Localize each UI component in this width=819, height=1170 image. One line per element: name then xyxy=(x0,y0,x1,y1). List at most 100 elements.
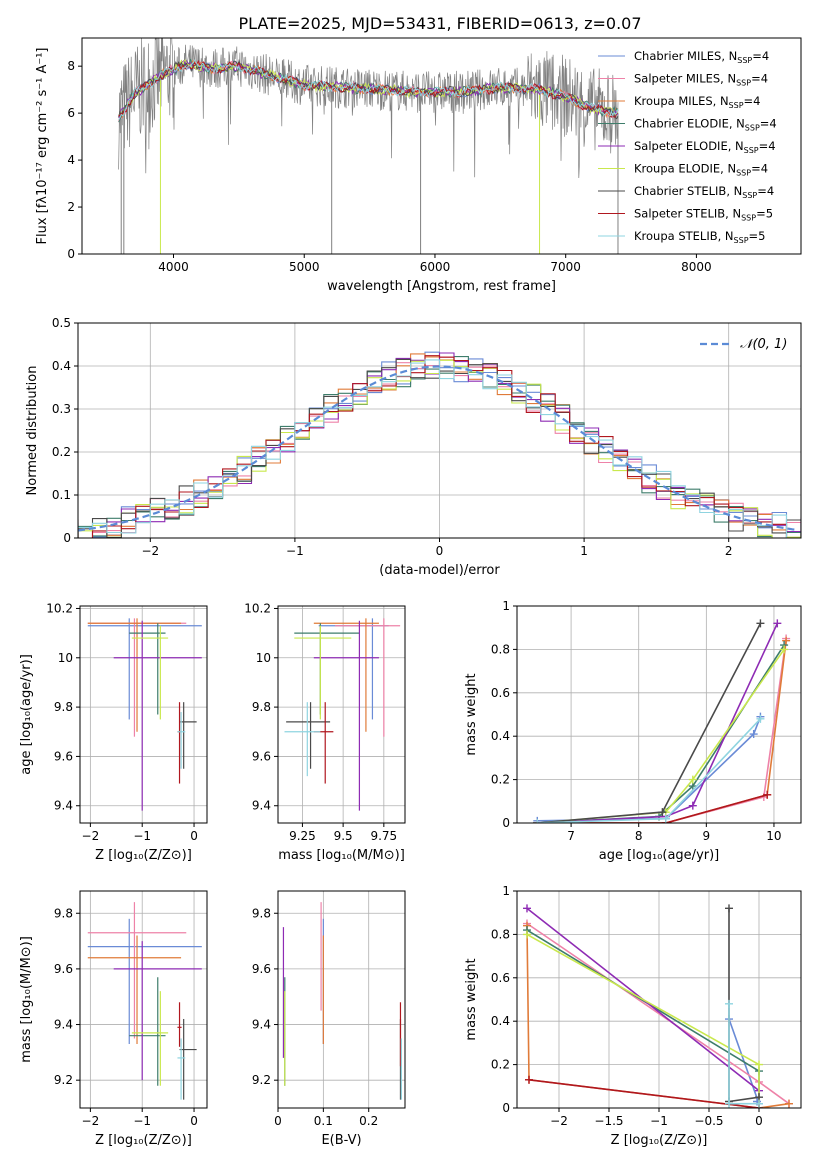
x-tick-label: 10 xyxy=(766,829,781,843)
y-axis-label: mass weight xyxy=(464,673,479,755)
legend-subscript: SSP xyxy=(737,56,752,65)
plot-area-mass_vs_Z xyxy=(87,902,202,1100)
legend-value: =5 xyxy=(749,229,766,243)
series-line xyxy=(537,794,768,823)
data-point-salpeter-stelib xyxy=(313,702,334,784)
legend-value: =4 xyxy=(751,162,768,176)
series-marker xyxy=(533,819,542,823)
series-kroupa-stelib xyxy=(533,714,765,823)
series-marker xyxy=(523,930,531,939)
x-tick-label: 7 xyxy=(567,829,575,843)
y-tick-label: 0 xyxy=(502,816,510,830)
series-line xyxy=(537,644,785,823)
legend-value: =4 xyxy=(757,184,774,198)
y-tick-label: 1 xyxy=(502,599,510,613)
x-tick-label: 1 xyxy=(580,544,588,558)
y-tick-label: 6 xyxy=(67,106,75,120)
y-tick-label: 0.8 xyxy=(491,642,510,656)
legend-value: =4 xyxy=(760,117,777,131)
axes-spectrum: 4000 5000 6000 7000 8000 0 2 4 6 8 wavelength [Ang… xyxy=(35,37,802,294)
legend-entry: Salpeter ELODIE, NSSP=4 xyxy=(634,139,776,155)
y-tick-label: 0.6 xyxy=(491,686,510,700)
y-tick-label: 0.8 xyxy=(491,927,510,941)
y-tick-label: 0.4 xyxy=(491,729,510,743)
y-axis-label: Normed distribution xyxy=(25,366,40,496)
x-axis-label: Z [log₁₀(Z/Z⊙)] xyxy=(611,1133,708,1148)
y-axis-label: age [log₁₀(age/yr)] xyxy=(19,654,34,775)
x-tick-label: 0 xyxy=(190,829,198,843)
x-tick-label: −1.5 xyxy=(594,1114,623,1128)
axes-frame xyxy=(79,890,208,1109)
data-point-chabrier-elodie xyxy=(129,977,166,1086)
series-marker xyxy=(688,801,697,810)
y-tick-label: 0.2 xyxy=(52,445,71,459)
y-tick-label: 0.5 xyxy=(52,316,71,330)
spectrum-legend: Chabrier MILES, NSSP=4 Salpeter MILES, NS… xyxy=(598,49,777,245)
model-spectrum-kroupa-stelib xyxy=(118,59,619,120)
y-tick-label: 9.4 xyxy=(54,1018,73,1032)
data-point-chabrier-miles xyxy=(87,618,202,720)
x-tick-label: −1 xyxy=(133,829,151,843)
data-point-kroupa-stelib xyxy=(284,702,321,777)
series-line xyxy=(528,1079,760,1108)
y-axis-label: Flux [fλ10⁻¹⁷ erg cm⁻² s⁻¹ A⁻¹] xyxy=(35,48,50,245)
x-tick-label: −2 xyxy=(82,829,100,843)
series-marker xyxy=(755,1060,763,1069)
axes-frame xyxy=(79,605,208,824)
data-point-chabrier-miles xyxy=(87,918,202,1045)
legend-subscript: SSP xyxy=(745,124,760,133)
x-axis-label: (data-model)/error xyxy=(379,563,500,578)
series-marker xyxy=(755,1099,763,1108)
plot-area-spectrum xyxy=(118,38,619,254)
x-tick-label: −2 xyxy=(141,544,159,558)
y-tick-label: 10.2 xyxy=(46,601,73,615)
y-tick-label: 0.2 xyxy=(491,773,510,787)
y-tick-label: 9.4 xyxy=(54,799,73,813)
data-point-salpeter-miles xyxy=(334,618,401,737)
data-point-kroupa-elodie xyxy=(131,991,169,1086)
y-tick-label: 9.6 xyxy=(54,962,73,976)
data-point-chabrier-stelib xyxy=(286,702,331,769)
plot-area-weight_vs_age xyxy=(533,619,791,823)
series-marker xyxy=(725,1099,733,1108)
y-tick-label: 9.8 xyxy=(54,906,73,920)
legend-subscript: SSP xyxy=(734,236,749,245)
series-salpeter-stelib xyxy=(525,1075,763,1108)
y-tick-label: 9.4 xyxy=(252,1018,271,1032)
y-tick-label: 0 xyxy=(67,247,75,261)
series-marker xyxy=(756,619,765,628)
series-marker xyxy=(725,904,733,913)
legend-entry: Salpeter MILES, NSSP=4 xyxy=(634,72,768,88)
legend-subscript: SSP xyxy=(736,79,751,88)
x-tick-label: 9.75 xyxy=(370,829,397,843)
data-point-salpeter-elodie xyxy=(113,620,202,811)
data-point-salpeter-stelib xyxy=(177,1002,182,1047)
data-point-chabrier-stelib xyxy=(179,702,197,769)
legend-entry: 𝒩(0, 1) xyxy=(740,337,787,352)
y-tick-label: 0.3 xyxy=(52,402,71,416)
y-tick-label: 0.2 xyxy=(491,1058,510,1072)
legend-subscript: SSP xyxy=(744,146,759,155)
series-line xyxy=(526,925,790,1108)
series-marker xyxy=(658,808,667,817)
axes-age_vs_Z: −2 −1 0 9.4 9.6 9.8 10 10.2 Z [log₁₀(Z/Z⊙)] age [… xyxy=(19,601,208,863)
x-tick-label: 0.1 xyxy=(314,1114,333,1128)
series-line xyxy=(526,929,760,1108)
data-point-kroupa-elodie xyxy=(294,625,352,720)
data-point-chabrier-stelib xyxy=(179,1018,197,1100)
series-kroupa-stelib xyxy=(725,999,763,1108)
y-tick-label: 10.2 xyxy=(244,601,271,615)
y-tick-label: 9.8 xyxy=(252,700,271,714)
x-axis-label: mass [log₁₀(M/M⊙)] xyxy=(278,848,405,863)
y-tick-label: 9.6 xyxy=(252,962,271,976)
series-marker xyxy=(763,790,772,799)
y-tick-label: 0.4 xyxy=(52,359,71,373)
y-tick-label: 9.8 xyxy=(252,906,271,920)
y-tick-label: 9.2 xyxy=(252,1073,271,1087)
series-marker xyxy=(773,619,782,628)
plot-area-age_vs_Z xyxy=(87,618,202,811)
series-marker xyxy=(688,775,697,784)
y-tick-label: 2 xyxy=(67,200,75,214)
legend-subscript: SSP xyxy=(741,214,756,223)
